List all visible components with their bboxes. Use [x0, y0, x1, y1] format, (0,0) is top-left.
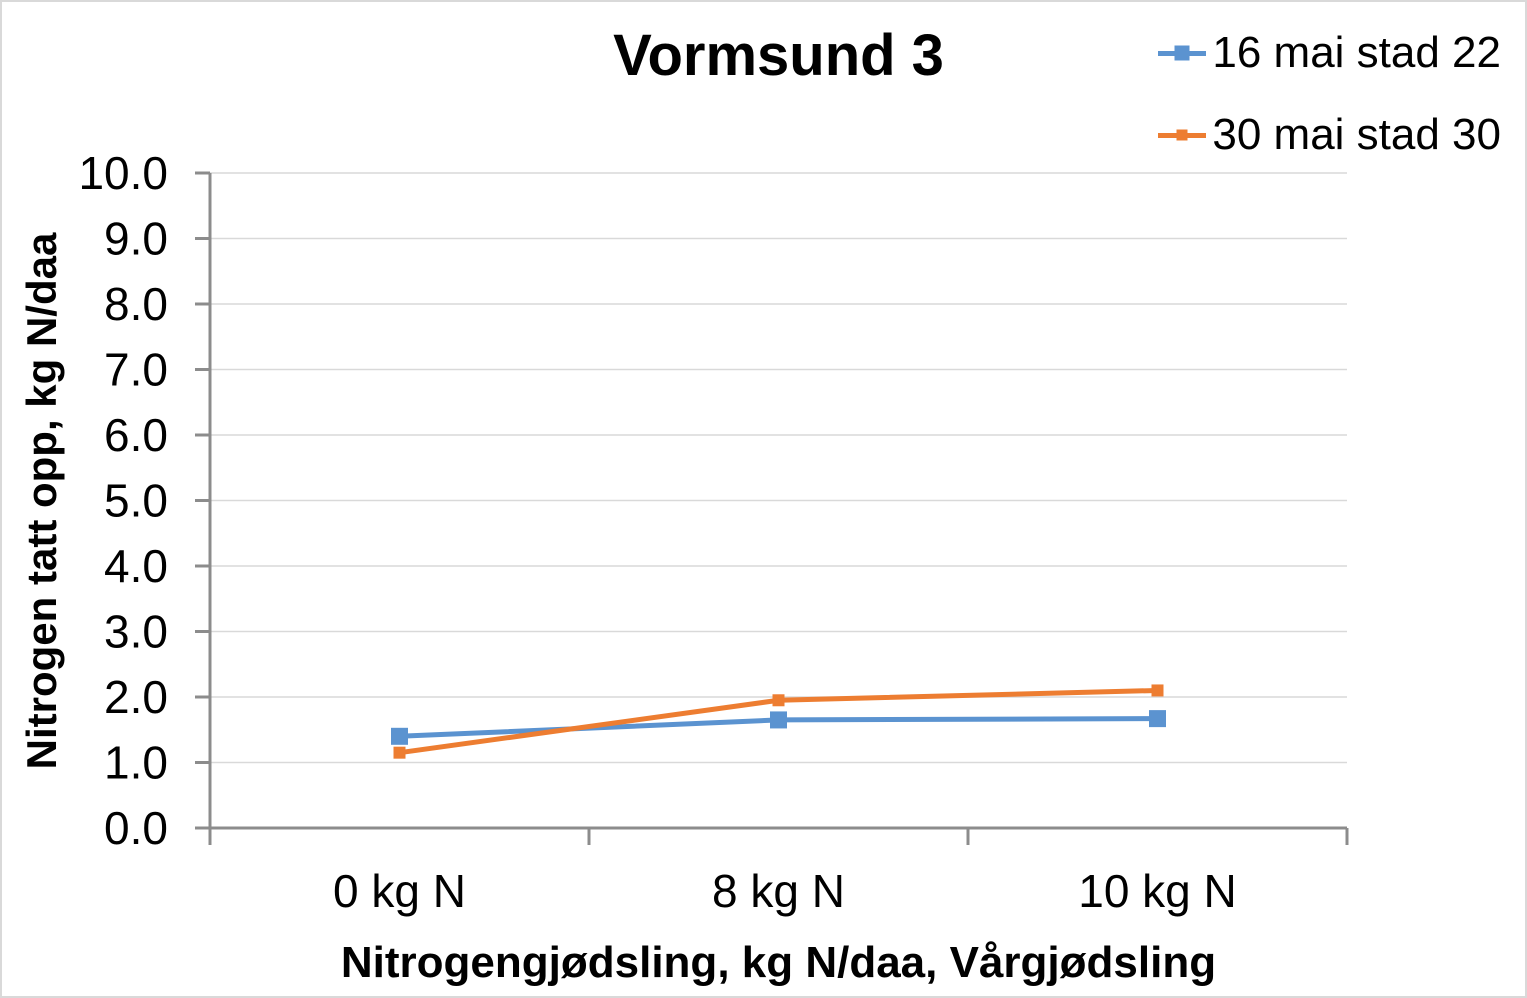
y-tick-label: 8.0 — [104, 278, 168, 330]
legend-item-label: 30 mai stad 30 — [1212, 110, 1501, 159]
legend-item-label: 16 mai stad 22 — [1212, 28, 1501, 77]
data-point-marker — [391, 727, 408, 745]
x-tick-label: 10 kg N — [1078, 865, 1237, 917]
data-point-marker — [770, 711, 787, 729]
chart-title: Vormsund 3 — [613, 23, 944, 88]
y-tick-label: 7.0 — [104, 344, 168, 396]
legend-square-marker-icon — [1174, 45, 1190, 61]
y-tick-label: 6.0 — [104, 409, 168, 461]
y-tick-label: 3.0 — [104, 606, 168, 658]
x-tick-label: 0 kg N — [333, 865, 466, 917]
data-point-marker — [772, 694, 785, 707]
legend-item-series-1: 16 mai stad 22 — [1158, 28, 1501, 78]
x-tick-label: 8 kg N — [712, 865, 845, 917]
y-tick-label: 5.0 — [104, 475, 168, 527]
legend: 16 mai stad 22 30 mai stad 30 — [1158, 28, 1501, 160]
y-tick-label: 1.0 — [104, 737, 168, 789]
y-tick-label: 9.0 — [104, 213, 168, 265]
legend-line-marker-icon — [1158, 129, 1207, 141]
y-axis-title: Nitrogen tatt opp, kg N/daa — [18, 232, 65, 770]
data-point-marker — [1149, 710, 1166, 728]
legend-line-marker-icon — [1158, 45, 1207, 61]
legend-square-marker-icon — [1176, 129, 1188, 141]
y-tick-label: 10.0 — [78, 147, 168, 199]
y-tick-label: 0.0 — [104, 802, 168, 854]
data-point-marker — [1151, 684, 1164, 697]
data-point-marker — [393, 746, 406, 759]
y-tick-label: 4.0 — [104, 540, 168, 592]
legend-item-series-2: 30 mai stad 30 — [1158, 110, 1501, 160]
y-tick-label: 2.0 — [104, 671, 168, 723]
x-axis-title: Nitrogengjødsling, kg N/daa, Vårgjødslin… — [340, 938, 1217, 987]
